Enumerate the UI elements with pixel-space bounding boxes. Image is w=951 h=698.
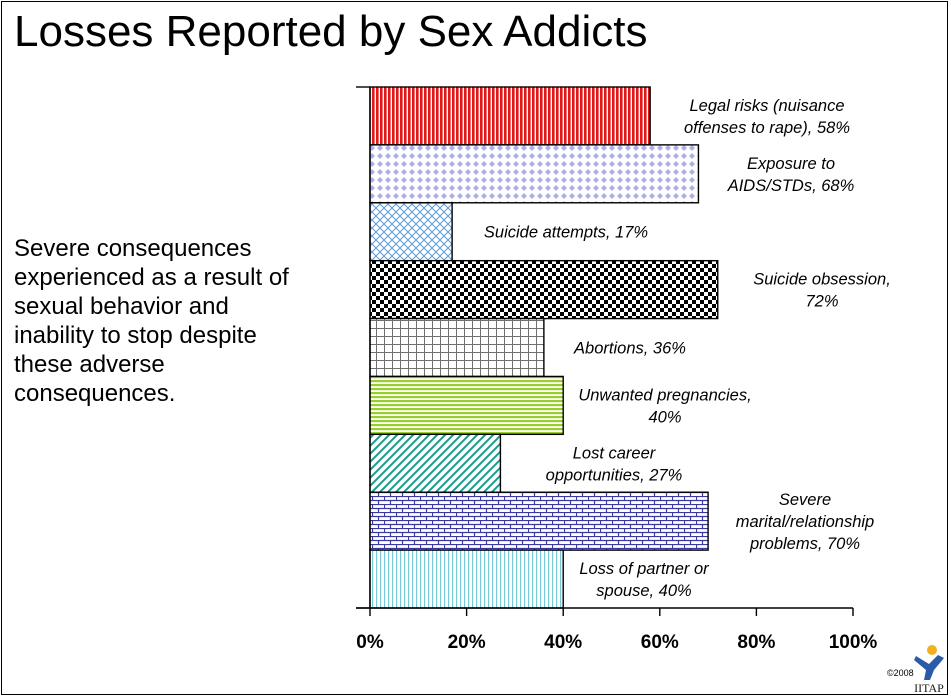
x-tick-label: 20% — [448, 632, 486, 653]
bar-label: Severe marital/relationship problems, 70% — [736, 491, 874, 553]
x-tick-label: 40% — [544, 632, 582, 653]
bar-label-line: Suicide obsession, — [753, 271, 891, 289]
bar — [369, 549, 564, 609]
description-line: Severe consequences — [14, 235, 252, 262]
description-line: these adverse — [14, 351, 165, 378]
bar-label-line: opportunities, 27% — [546, 466, 683, 484]
description-line: inability to stop despite — [14, 322, 257, 349]
description-line: experienced as a result of — [14, 264, 289, 291]
slide-title: Losses Reported by Sex Addicts — [14, 7, 648, 56]
bar-label-line: marital/relationship — [736, 513, 874, 531]
bar-label-line: Unwanted pregnancies, — [578, 386, 751, 404]
bar — [369, 491, 709, 551]
x-tick-label: 80% — [737, 632, 775, 653]
bar-label: Exposure to AIDS/STDs, 68% — [727, 155, 855, 195]
bar-label-line: Exposure to — [747, 155, 835, 173]
description-text: Severe consequences experienced as a res… — [14, 234, 344, 408]
axis-layer: 0% 20% 40% 60% 80% 100% — [356, 86, 878, 653]
x-tick-label: 0% — [356, 632, 384, 653]
bar-label-line: offenses to rape), 58% — [684, 119, 850, 137]
logo-text: IITAP — [914, 681, 944, 694]
bar — [369, 86, 651, 146]
bar — [369, 259, 719, 320]
bar-label: Abortions, 36% — [573, 340, 686, 358]
copyright-text: ©2008 — [887, 668, 914, 678]
bar — [369, 317, 545, 378]
description-line: sexual behavior and — [14, 293, 229, 320]
bar — [369, 375, 564, 436]
bar-label-line: 40% — [648, 408, 681, 426]
bar-label: Lost career opportunities, 27% — [546, 444, 683, 484]
bar — [369, 144, 700, 204]
bar-label-line: Legal risks (nuisance — [690, 97, 845, 115]
x-tick-label: 100% — [829, 632, 878, 653]
bar-label-line: Loss of partner or — [579, 560, 710, 578]
bar-label: Loss of partner or spouse, 40% — [579, 560, 710, 600]
bar-label: Unwanted pregnancies, 40% — [578, 386, 751, 426]
iitap-logo: IITAP — [914, 645, 944, 694]
bars-layer — [369, 86, 719, 609]
bar-label-line: spouse, 40% — [596, 582, 691, 600]
description-line: consequences. — [14, 380, 176, 407]
bar-labels-layer: Legal risks (nuisance offenses to rape), … — [484, 97, 891, 600]
bar-label: Suicide obsession, 72% — [753, 271, 891, 311]
bar-label-line: Lost career — [573, 444, 657, 462]
bar-label-line: problems, 70% — [749, 535, 860, 553]
bar-label-line: Severe — [779, 491, 831, 509]
bar-label-line: Suicide attempts, 17% — [484, 224, 648, 242]
bar — [369, 202, 453, 262]
bar-label: Legal risks (nuisance offenses to rape), … — [684, 97, 850, 137]
bar-label: Suicide attempts, 17% — [484, 224, 648, 242]
bar-label-line: AIDS/STDs, 68% — [727, 177, 855, 195]
bar — [369, 433, 502, 493]
x-tick-label: 60% — [641, 632, 679, 653]
bar-label-line: 72% — [805, 293, 838, 311]
bar-label-line: Abortions, 36% — [573, 340, 686, 358]
